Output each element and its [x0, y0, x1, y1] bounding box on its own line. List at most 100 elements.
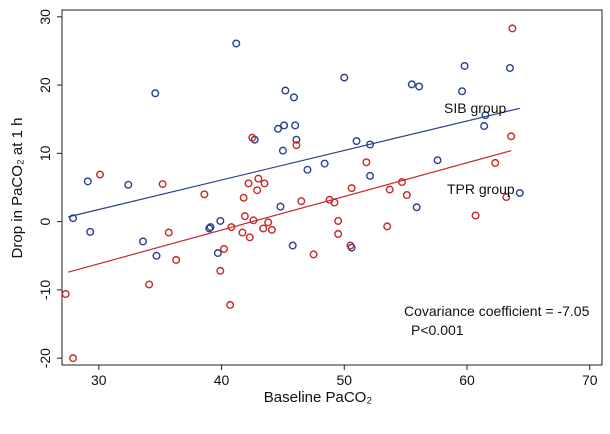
data-point: [362, 158, 371, 167]
data-point: [253, 186, 262, 195]
y-axis-title: Drop in PaCO₂ at 1 h: [9, 118, 26, 259]
plot-frame: [61, 9, 603, 366]
data-point: [385, 185, 394, 194]
data-point: [213, 249, 222, 258]
y-tick-label: 30: [37, 9, 53, 25]
data-point: [460, 61, 469, 70]
data-point: [397, 178, 406, 187]
data-point: [151, 89, 160, 98]
data-point: [232, 39, 241, 48]
data-point: [145, 280, 154, 289]
data-point: [172, 255, 181, 264]
data-point: [219, 244, 228, 253]
data-point: [138, 237, 147, 246]
x-axis: 30 40 50 60 70: [91, 365, 598, 388]
data-point: [69, 214, 78, 223]
data-point: [347, 184, 356, 193]
data-point: [200, 190, 209, 199]
data-point: [245, 233, 254, 242]
data-point: [480, 122, 489, 131]
data-point: [280, 121, 289, 130]
data-point: [491, 158, 500, 167]
data-point: [259, 224, 268, 233]
data-point: [346, 241, 355, 250]
y-axis: -20 -10 0 10 20 30: [37, 9, 62, 368]
data-point: [340, 73, 349, 82]
data-point: [303, 165, 312, 174]
data-point: [412, 203, 421, 212]
data-point: [507, 132, 516, 141]
data-point: [227, 223, 236, 232]
data-point: [281, 86, 290, 95]
data-point: [278, 146, 287, 155]
y-tick-label: -20: [37, 348, 53, 368]
data-point: [274, 124, 283, 133]
data-point: [83, 177, 92, 186]
data-point: [458, 87, 467, 96]
regression-lines: [67, 107, 520, 273]
x-axis-title: Baseline PaCO₂: [264, 389, 373, 406]
data-point: [505, 64, 514, 73]
data-point: [260, 179, 269, 188]
x-tick-label: 50: [336, 372, 352, 388]
data-point: [61, 290, 70, 299]
data-point: [240, 212, 249, 221]
data-point: [383, 222, 392, 231]
data-point: [502, 193, 511, 202]
data-point: [205, 224, 214, 233]
y-tick-label: 0: [37, 218, 53, 226]
data-point: [226, 300, 235, 309]
x-tick-label: 60: [459, 372, 475, 388]
data-points: [61, 24, 524, 363]
data-point: [238, 228, 247, 237]
x-tick-label: 70: [582, 372, 598, 388]
data-point: [249, 216, 258, 225]
y-tick-label: 20: [37, 77, 53, 93]
data-point: [239, 193, 248, 202]
data-point: [86, 227, 95, 236]
data-point: [407, 80, 416, 89]
fit-line: [67, 107, 520, 218]
data-point: [292, 135, 301, 144]
tpr-group-label: TPR group: [447, 181, 515, 197]
data-point: [96, 170, 105, 179]
x-tick-label: 40: [214, 372, 230, 388]
x-tick-label: 30: [91, 372, 107, 388]
data-point: [352, 137, 361, 146]
data-point: [366, 171, 375, 180]
data-point: [320, 159, 329, 168]
data-point: [216, 216, 225, 225]
data-point: [334, 229, 343, 238]
covariance-annotation: Covariance coefficient = -7.05: [404, 303, 590, 319]
data-point: [69, 354, 78, 363]
data-point: [288, 241, 297, 250]
fit-line: [67, 150, 512, 273]
data-point: [402, 191, 411, 200]
data-point: [254, 174, 263, 183]
data-point: [267, 225, 276, 234]
y-tick-label: 10: [37, 145, 53, 161]
data-point: [415, 82, 424, 91]
p-value-annotation: P<0.001: [411, 322, 464, 338]
data-point: [164, 228, 173, 237]
data-point: [471, 211, 480, 220]
data-point: [330, 198, 339, 207]
data-point: [334, 216, 343, 225]
data-point: [216, 266, 225, 275]
data-point: [515, 188, 524, 197]
data-point: [291, 121, 300, 130]
data-point: [366, 140, 375, 149]
data-point: [481, 111, 490, 120]
data-point: [292, 141, 301, 150]
data-point: [264, 218, 273, 227]
data-point: [248, 133, 257, 142]
data-point: [289, 93, 298, 102]
data-point: [152, 251, 161, 260]
y-tick-label: -10: [37, 280, 53, 300]
data-point: [158, 180, 167, 189]
data-point: [433, 156, 442, 165]
data-point: [276, 202, 285, 211]
data-point: [309, 250, 318, 259]
sib-group-label: SIB group: [444, 100, 506, 116]
